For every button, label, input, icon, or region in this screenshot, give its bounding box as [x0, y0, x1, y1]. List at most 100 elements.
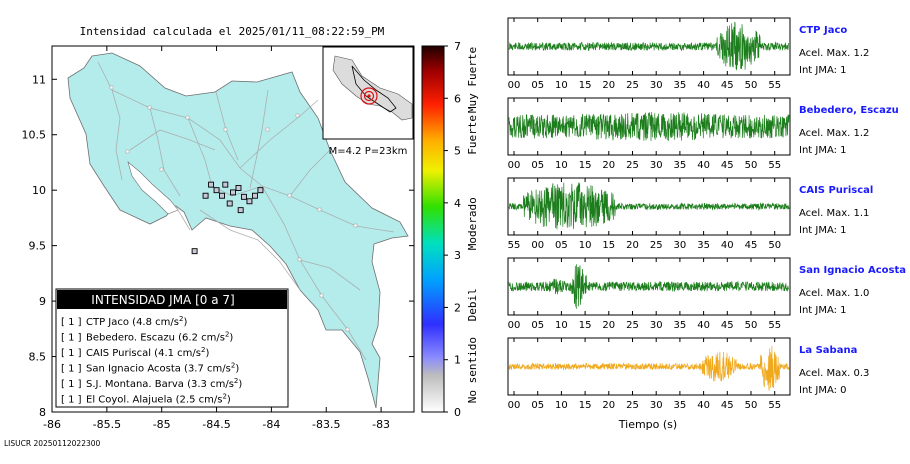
- legend-item-close: ): [183, 317, 187, 328]
- waveform-xtick-label: 30: [650, 320, 663, 331]
- legend-item-name: CTP Jaco (4.8 cm/s: [86, 317, 179, 328]
- waveform-trace: [508, 112, 790, 142]
- station-marker: [257, 187, 264, 194]
- waveform-xtick-label: 40: [697, 80, 710, 91]
- legend-item-close: ): [205, 348, 209, 359]
- legend-title: INTENSIDAD JMA [0 a 7]: [91, 293, 234, 307]
- legend-item-close: ): [235, 364, 239, 375]
- legend-item-level: [ 1 ]: [61, 395, 82, 406]
- station-accel: Acel. Max. 1.2: [799, 128, 869, 139]
- station-marker: [222, 181, 229, 188]
- waveform-xtick-label: 40: [697, 400, 710, 411]
- station-accel: Acel. Max. 1.1: [799, 208, 869, 219]
- legend-items: [ 1 ] CTP Jaco (4.8 cm/s2)[ 1 ] Bebedero. …: [61, 315, 242, 406]
- waveform-xtick-label: 20: [602, 160, 615, 171]
- waveform-xtick-label: 35: [674, 320, 687, 331]
- map-xtick-label: -83.5: [312, 418, 340, 431]
- waveform-xtick-label: 30: [674, 240, 687, 251]
- colorbar-labels: Muy Fuerte Fuerte Moderado Debil No sentido: [466, 47, 479, 403]
- colorbar-tick-label: 7: [454, 40, 461, 53]
- waveform-xtick-label: 35: [674, 160, 687, 171]
- legend-item-text: CAIS Puriscal (4.1 cm/s2): [86, 346, 209, 359]
- waveform-panels: 00 05 10 15 20 25 30 35 40 45 50 55 CTP Jaco Acel. Ma…: [507, 17, 906, 411]
- map-ytick-label: 9: [39, 295, 46, 308]
- waveform-xtick-label: 05: [531, 160, 544, 171]
- colorbar-label: No sentido: [466, 337, 479, 403]
- inset-label: M=4.2 P=23km: [329, 146, 408, 157]
- waveform-panel: 00 05 10 15 20 25 30 35 40 45 50 55 Bebedero, Escazu…: [507, 97, 899, 171]
- map-ytick-label: 8: [39, 406, 46, 419]
- colorbar-label: Muy Fuerte: [466, 47, 479, 113]
- map-ytick-label: 11: [32, 73, 46, 86]
- legend-item-text: San Ignacio Acosta (3.7 cm/s2): [86, 362, 239, 375]
- legend-item-text: El Coyol. Alajuela (2.5 cm/s2): [86, 393, 231, 406]
- legend-item-sup: 2: [179, 315, 183, 323]
- colorbar-tick-label: 4: [454, 197, 461, 210]
- waveform-xtick-label: 45: [721, 160, 734, 171]
- legend-item-name: San Ignacio Acosta (3.7 cm/s: [86, 364, 231, 375]
- map-xtick-label: -85: [153, 418, 171, 431]
- legend-item-sup: 2: [234, 377, 238, 385]
- footer-id: LISUCR 20250112022300: [4, 439, 101, 448]
- waveform-trace: [508, 21, 790, 71]
- waveform-xtick-label: 25: [650, 240, 663, 251]
- station-name: San Ignacio Acosta: [799, 265, 906, 276]
- station-marker: [208, 181, 215, 188]
- legend-item-sup: 2: [201, 346, 205, 354]
- station-marker: [241, 193, 247, 200]
- legend-item-name: CAIS Puriscal (4.1 cm/s: [86, 348, 201, 359]
- waveform-xtick-label: 10: [555, 400, 568, 411]
- waveform-panel: 00 05 10 15 20 25 30 35 40 45 50 55 CTP Jaco Acel. Ma…: [507, 17, 869, 91]
- waveform-xtick-label: 45: [745, 240, 758, 251]
- waveform-xtick-label: 20: [602, 80, 615, 91]
- waveform-xtick-label: 25: [626, 320, 639, 331]
- legend-item-text: CTP Jaco (4.8 cm/s2): [86, 315, 187, 328]
- station-jma: Int JMA: 1: [799, 145, 847, 156]
- waveform-xtick-label: 20: [602, 400, 615, 411]
- colorbar-tick-label: 3: [454, 249, 461, 262]
- legend-item-level: [ 1 ]: [61, 379, 82, 390]
- waveform-xtick-label: 55: [768, 400, 781, 411]
- station-name: CAIS Puriscal: [799, 185, 873, 196]
- legend-item-name: El Coyol. Alajuela (2.5 cm/s: [86, 395, 222, 406]
- waveform-xtick-label: 00: [508, 80, 521, 91]
- town-markers: [109, 85, 358, 332]
- station-name: Bebedero, Escazu: [799, 105, 899, 116]
- waveform-xtick-label: 55: [508, 240, 521, 251]
- waveform-xtick-label: 30: [650, 400, 663, 411]
- station-accel: Acel. Max. 0.3: [799, 368, 869, 379]
- legend-item-close: ): [238, 379, 242, 390]
- intensity-legend: INTENSIDAD JMA [0 a 7] [ 1 ] CTP Jaco (4.…: [55, 288, 289, 408]
- map-xtick-label: -84: [262, 418, 280, 431]
- map-axes: -86 -85.5 -85 -84.5 -84 -83.5 -83 11 10.5 10 9.5 9 8…: [22, 46, 414, 431]
- waveform-xtick-label: 40: [721, 240, 734, 251]
- map-xtick-label: -85.5: [93, 418, 121, 431]
- map-xtick-label: -84.5: [202, 418, 230, 431]
- station-marker: [230, 189, 236, 196]
- map-ytick-label: 10: [32, 184, 46, 197]
- station-marker: [246, 198, 253, 205]
- waveform-xtick-label: 05: [555, 240, 568, 251]
- colorbar-label: Moderado: [466, 197, 479, 250]
- colorbar-gradient: [421, 45, 445, 413]
- map-xtick-label: -83: [372, 418, 390, 431]
- waveform-xtick-label: 50: [745, 80, 758, 91]
- waveform-trace: [508, 345, 790, 391]
- legend-item-name: Bebedero. Escazu (6.2 cm/s: [86, 333, 225, 344]
- station-marker: [226, 200, 233, 207]
- waveform-xtick-label: 10: [579, 240, 592, 251]
- colorbar-ticks: 7 6 5 4 3 2 1 0: [444, 40, 461, 419]
- waveform-xtick-label: 30: [650, 160, 663, 171]
- station-marker: [235, 185, 242, 191]
- waveform-panel: 00 05 10 15 20 25 30 35 40 45 50 55 La Sabana Acel. M…: [507, 337, 869, 411]
- time-axis-label: Tiempo (s): [618, 418, 677, 431]
- colorbar-tick-label: 1: [454, 354, 461, 367]
- waveform-xtick-label: 55: [768, 160, 781, 171]
- waveform-xtick-label: 25: [626, 160, 639, 171]
- colorbar-tick-label: 5: [454, 145, 461, 158]
- waveform-xtick-label: 10: [555, 320, 568, 331]
- legend-item-sup: 2: [222, 393, 226, 401]
- legend-item-sup: 2: [231, 362, 235, 370]
- waveform-xtick-label: 15: [579, 320, 592, 331]
- waveform-xtick-label: 50: [745, 160, 758, 171]
